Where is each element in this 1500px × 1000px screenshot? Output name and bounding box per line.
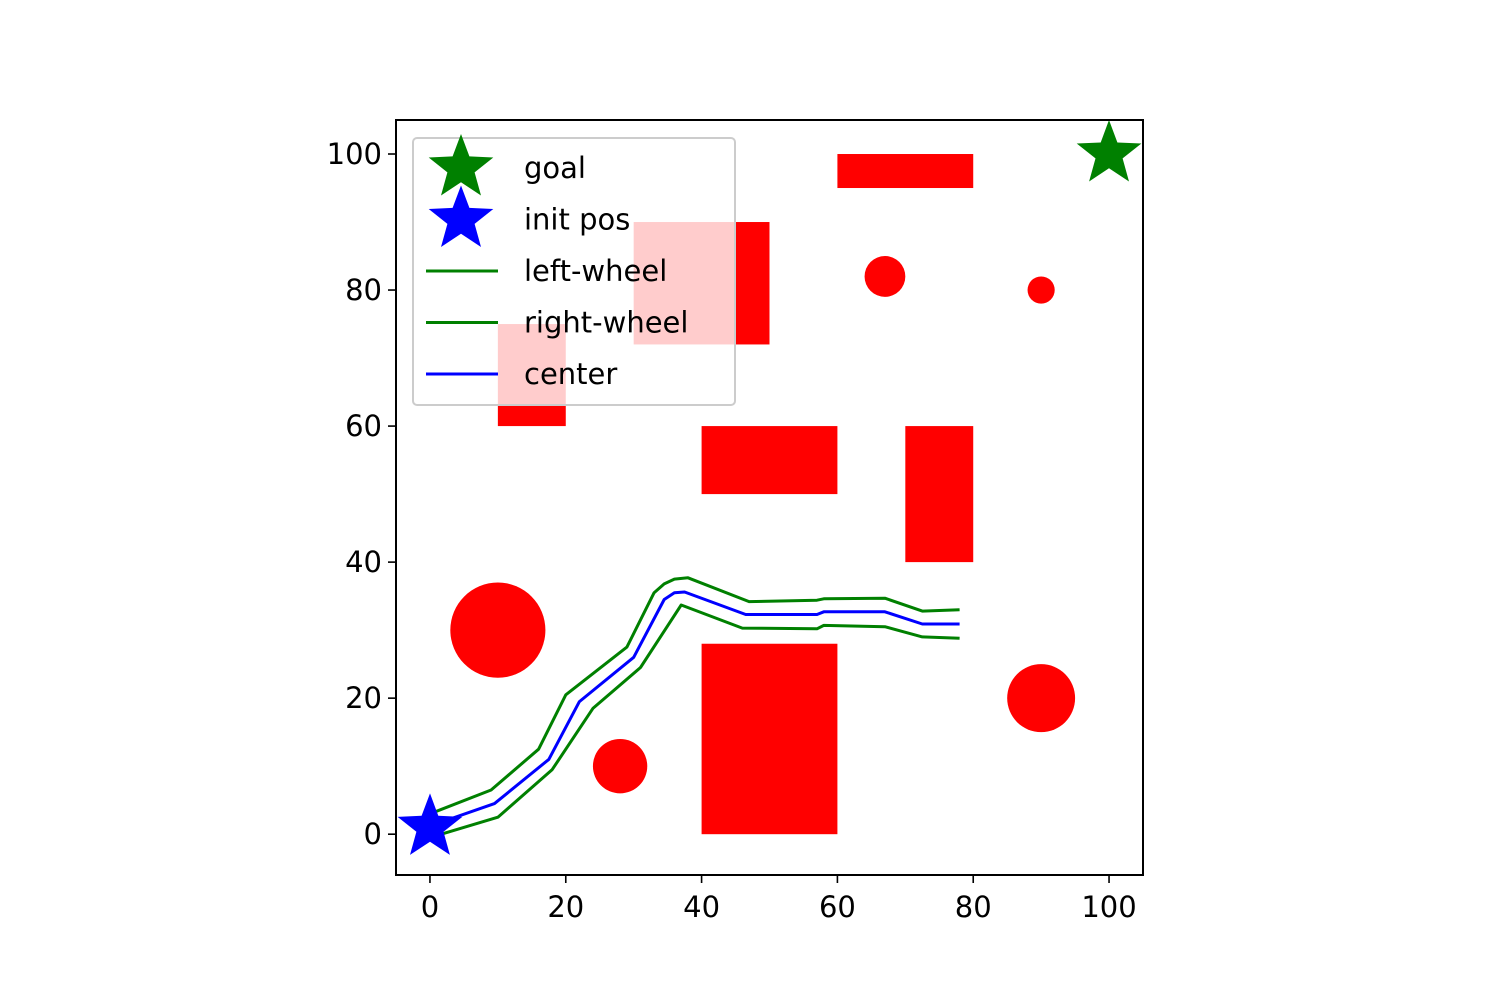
init-pos-marker <box>397 793 463 855</box>
x-tick-label: 100 <box>1081 890 1136 924</box>
legend-label: center <box>524 357 617 391</box>
obstacle-circle <box>1007 664 1076 733</box>
y-tick-label: 100 <box>327 137 382 171</box>
legend: goal init pos left-wheel right-wheel center <box>412 134 736 406</box>
obstacle-circle <box>592 738 648 794</box>
legend-label: left-wheel <box>524 254 667 288</box>
x-tick-label: 20 <box>547 890 584 924</box>
obstacle-circle <box>450 582 546 678</box>
y-tick-label: 0 <box>364 817 382 851</box>
obstacle-rect <box>701 426 838 495</box>
obstacle-circle <box>1027 276 1055 304</box>
legend-label: right-wheel <box>524 306 688 340</box>
x-tick-label: 40 <box>683 890 720 924</box>
legend-label: goal <box>524 151 586 185</box>
x-tick-label: 0 <box>421 890 439 924</box>
x-tick-label: 80 <box>955 890 992 924</box>
markers <box>397 120 1142 855</box>
goal-marker <box>1076 120 1142 182</box>
paths <box>429 576 960 840</box>
legend-box <box>412 137 736 406</box>
obstacle-rect <box>905 426 974 563</box>
x-tick-label: 60 <box>819 890 856 924</box>
legend-marker-star <box>428 185 494 247</box>
obstacle-circle <box>864 256 906 297</box>
y-tick-label: 40 <box>345 545 382 579</box>
y-axis: 0 20 40 60 80 100 <box>327 137 396 851</box>
series-right-wheel <box>429 603 960 840</box>
y-tick-label: 20 <box>345 681 382 715</box>
series-left-wheel <box>429 576 960 816</box>
legend-label: init pos <box>524 203 630 237</box>
x-axis: 0 20 40 60 80 100 <box>421 875 1137 924</box>
plot-frame <box>395 119 1144 876</box>
series-center <box>429 590 960 828</box>
obstacle-rect <box>701 643 838 835</box>
y-tick-label: 80 <box>345 273 382 307</box>
obstacle-rect <box>837 154 974 189</box>
legend-marker-star <box>428 134 494 196</box>
y-tick-label: 60 <box>345 409 382 443</box>
